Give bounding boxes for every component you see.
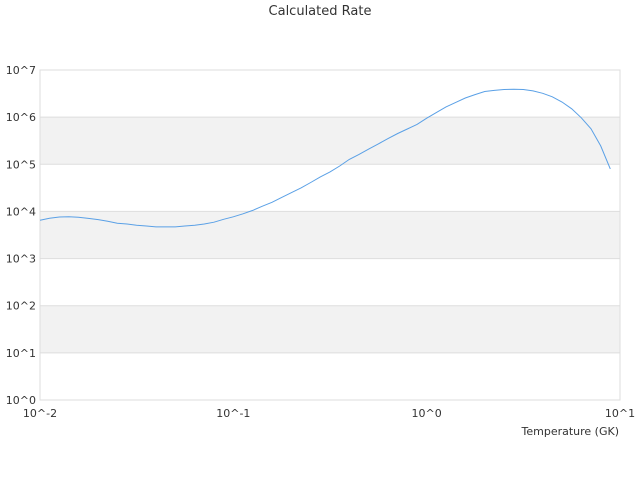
y-tick-label: 10^1 [6, 347, 36, 360]
x-axis-label: Temperature (GK) [521, 425, 620, 438]
grid-band [40, 117, 620, 165]
chart-title: Calculated Rate [268, 4, 372, 19]
x-tick-label: 10^1 [605, 407, 635, 420]
y-tick-labels: 10^0 10^1 10^2 10^3 10^4 10^5 10^6 10^7 [6, 64, 36, 407]
x-tick-label: 10^-1 [216, 407, 250, 420]
y-tick-label: 10^7 [6, 64, 36, 77]
y-tick-label: 10^2 [6, 300, 36, 313]
grid-bands [40, 117, 620, 353]
y-tick-label: 10^0 [6, 394, 36, 407]
x-tick-labels: 10^-2 10^-1 10^0 10^1 [23, 407, 635, 420]
x-tick-label: 10^-2 [23, 407, 57, 420]
plot-border [39, 69, 621, 401]
y-tick-label: 10^3 [6, 253, 36, 266]
y-tick-label: 10^4 [6, 205, 36, 218]
series-line [39, 88, 611, 228]
grid-band [40, 211, 620, 259]
plot-frame [39, 69, 621, 401]
y-tick-label: 10^5 [6, 158, 36, 171]
series-group [39, 88, 611, 228]
grid-band [40, 305, 620, 353]
grid-lines [40, 116, 620, 354]
y-tick-label: 10^6 [6, 111, 36, 124]
x-tick-label: 10^0 [412, 407, 442, 420]
